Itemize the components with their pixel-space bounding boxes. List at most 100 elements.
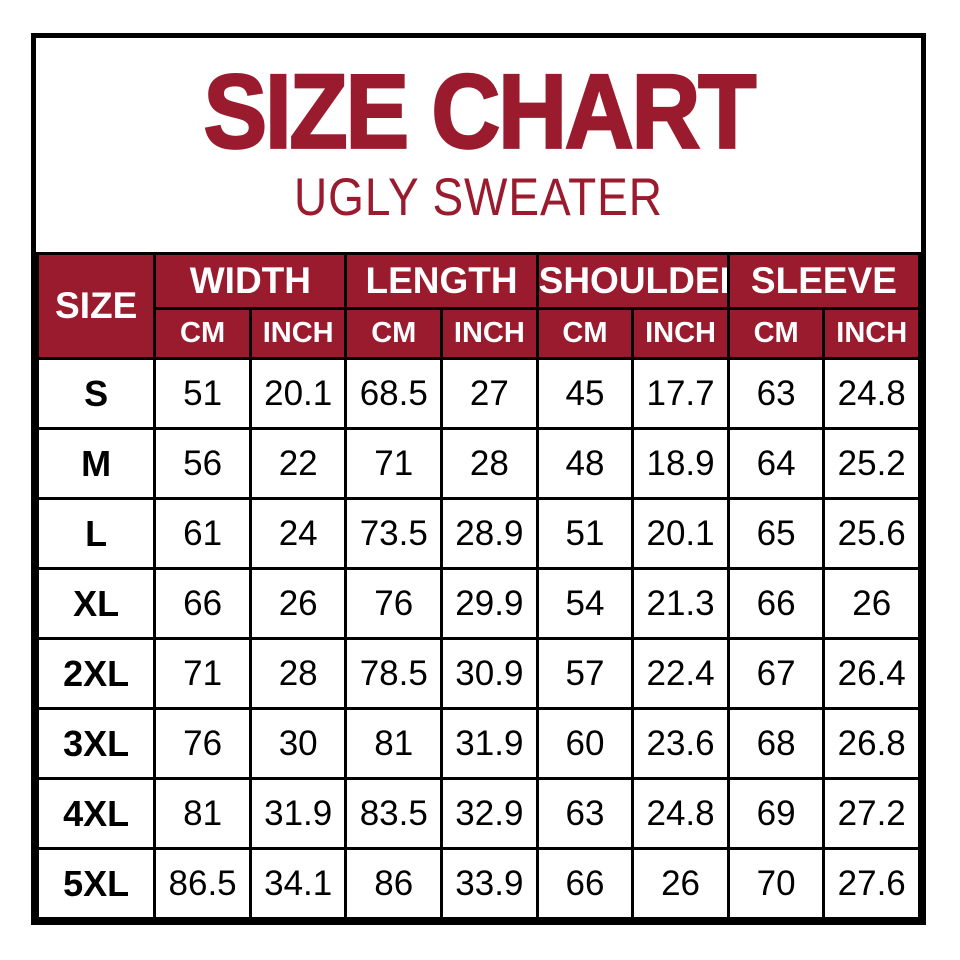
value-cell: 78.5 xyxy=(344,637,444,710)
value-cell: 28.9 xyxy=(440,497,539,570)
value-cell: 31.9 xyxy=(440,707,539,780)
unit-header-length-inch: INCH xyxy=(440,307,539,360)
value-cell: 65 xyxy=(726,497,826,570)
value-cell: 27.2 xyxy=(822,777,921,850)
column-header-shoulder: SHOULDER xyxy=(535,252,730,310)
value-cell: 68 xyxy=(726,707,826,780)
table-row-s: S 51 20.1 68.5 27 45 17.7 63 24.8 xyxy=(35,357,921,430)
table-row-l: L 61 24 73.5 28.9 51 20.1 65 25.6 xyxy=(35,497,921,570)
value-cell: 69 xyxy=(726,777,826,850)
value-cell: 32.9 xyxy=(440,777,539,850)
size-cell: 5XL xyxy=(35,847,157,920)
value-cell: 70 xyxy=(726,847,826,920)
size-cell: 4XL xyxy=(35,777,157,850)
value-cell: 22.4 xyxy=(631,637,730,710)
value-cell: 83.5 xyxy=(344,777,444,850)
table-row-m: M 56 22 71 28 48 18.9 64 25.2 xyxy=(35,427,921,500)
table-row-5xl: 5XL 86.5 34.1 86 33.9 66 26 70 27.6 xyxy=(35,847,921,920)
value-cell: 20.1 xyxy=(248,357,348,430)
value-cell: 51 xyxy=(535,497,635,570)
value-cell: 24.8 xyxy=(822,357,921,430)
value-cell: 24.8 xyxy=(631,777,730,850)
title-area: SIZE CHART UGLY SWEATER xyxy=(36,38,921,252)
size-cell: S xyxy=(35,357,157,430)
value-cell: 27 xyxy=(440,357,539,430)
size-cell: M xyxy=(35,427,157,500)
unit-header-width-inch: INCH xyxy=(248,307,348,360)
table-row-2xl: 2XL 71 28 78.5 30.9 57 22.4 67 26.4 xyxy=(35,637,921,710)
chart-frame: SIZE CHART UGLY SWEATER SIZE WIDTH LENGT… xyxy=(31,33,926,925)
unit-header-row: CM INCH CM INCH CM INCH CM INCH xyxy=(38,307,921,360)
value-cell: 71 xyxy=(344,427,444,500)
column-header-size: SIZE xyxy=(35,252,157,360)
column-header-length: LENGTH xyxy=(344,252,539,310)
group-header-row: SIZE WIDTH LENGTH SHOULDER SLEEVE xyxy=(35,252,922,360)
value-cell: 57 xyxy=(535,637,635,710)
page-subtitle: UGLY SWEATER xyxy=(294,167,663,226)
size-table: SIZE WIDTH LENGTH SHOULDER SLEEVE CM INC… xyxy=(35,252,922,920)
size-cell: XL xyxy=(35,567,157,640)
unit-header-shoulder-cm: CM xyxy=(535,307,635,360)
value-cell: 24 xyxy=(248,497,348,570)
value-cell: 21.3 xyxy=(631,567,730,640)
page-title: SIZE CHART xyxy=(202,52,757,170)
value-cell: 26.8 xyxy=(822,707,921,780)
value-cell: 34.1 xyxy=(248,847,348,920)
value-cell: 61 xyxy=(153,497,252,570)
value-cell: 20.1 xyxy=(631,497,730,570)
value-cell: 60 xyxy=(535,707,635,780)
size-cell: L xyxy=(35,497,157,570)
value-cell: 33.9 xyxy=(440,847,539,920)
value-cell: 66 xyxy=(535,847,635,920)
column-header-width: WIDTH xyxy=(153,252,348,310)
value-cell: 81 xyxy=(153,777,252,850)
value-cell: 25.6 xyxy=(822,497,921,570)
value-cell: 31.9 xyxy=(248,777,348,850)
value-cell: 28 xyxy=(248,637,348,710)
table-row-4xl: 4XL 81 31.9 83.5 32.9 63 24.8 69 27.2 xyxy=(35,777,921,850)
table-row-xl: XL 66 26 76 29.9 54 21.3 66 26 xyxy=(35,567,921,640)
value-cell: 66 xyxy=(153,567,252,640)
unit-header-sleeve-inch: INCH xyxy=(822,307,921,360)
column-header-sleeve: SLEEVE xyxy=(726,252,922,310)
value-cell: 71 xyxy=(153,637,252,710)
value-cell: 17.7 xyxy=(631,357,730,430)
value-cell: 81 xyxy=(344,707,444,780)
value-cell: 27.6 xyxy=(822,847,921,920)
value-cell: 68.5 xyxy=(344,357,444,430)
size-table-body: S 51 20.1 68.5 27 45 17.7 63 24.8 M 56 2… xyxy=(35,357,921,920)
value-cell: 48 xyxy=(535,427,635,500)
value-cell: 25.2 xyxy=(822,427,921,500)
value-cell: 26 xyxy=(822,567,921,640)
value-cell: 45 xyxy=(535,357,635,430)
value-cell: 86 xyxy=(344,847,444,920)
value-cell: 30 xyxy=(248,707,348,780)
value-cell: 64 xyxy=(726,427,826,500)
table-row-3xl: 3XL 76 30 81 31.9 60 23.6 68 26.8 xyxy=(35,707,921,780)
value-cell: 66 xyxy=(726,567,826,640)
size-cell: 3XL xyxy=(35,707,157,780)
value-cell: 54 xyxy=(535,567,635,640)
value-cell: 67 xyxy=(726,637,826,710)
unit-header-width-cm: CM xyxy=(153,307,252,360)
value-cell: 86.5 xyxy=(153,847,252,920)
value-cell: 63 xyxy=(535,777,635,850)
value-cell: 29.9 xyxy=(440,567,539,640)
value-cell: 76 xyxy=(153,707,252,780)
unit-header-sleeve-cm: CM xyxy=(726,307,826,360)
value-cell: 28 xyxy=(440,427,539,500)
value-cell: 26.4 xyxy=(822,637,921,710)
value-cell: 22 xyxy=(248,427,348,500)
value-cell: 56 xyxy=(153,427,252,500)
unit-header-length-cm: CM xyxy=(344,307,444,360)
size-cell: 2XL xyxy=(35,637,157,710)
value-cell: 23.6 xyxy=(631,707,730,780)
value-cell: 18.9 xyxy=(631,427,730,500)
value-cell: 26 xyxy=(248,567,348,640)
value-cell: 73.5 xyxy=(344,497,444,570)
value-cell: 63 xyxy=(726,357,826,430)
value-cell: 51 xyxy=(153,357,252,430)
unit-header-shoulder-inch: INCH xyxy=(631,307,730,360)
value-cell: 30.9 xyxy=(440,637,539,710)
